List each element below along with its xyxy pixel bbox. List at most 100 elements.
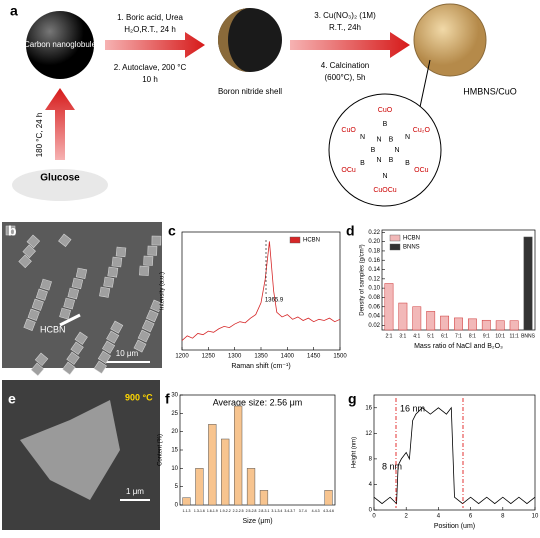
cu-group: OCu bbox=[414, 167, 429, 174]
glucose-label: Glucose bbox=[40, 173, 80, 184]
crystal bbox=[137, 329, 151, 343]
crystal bbox=[70, 341, 84, 355]
y-tick-label: 15 bbox=[171, 448, 178, 454]
bar bbox=[481, 319, 491, 331]
atom: N bbox=[405, 134, 410, 141]
x-tick-label: 4:1 bbox=[413, 333, 420, 339]
legend-swatch bbox=[289, 236, 301, 244]
x-tick-label: 5:1 bbox=[427, 333, 434, 339]
plot-frame bbox=[181, 231, 341, 351]
crystal bbox=[40, 278, 52, 291]
plot-frame bbox=[373, 394, 536, 511]
crystal bbox=[58, 233, 72, 247]
x-tick-label: 8:1 bbox=[469, 333, 476, 339]
annotation: 8 nm bbox=[382, 461, 402, 471]
crystal bbox=[59, 307, 71, 320]
x-tick-label: 1.9-2.2 bbox=[220, 509, 231, 513]
crystal bbox=[102, 340, 116, 354]
crystal bbox=[26, 234, 41, 249]
bar bbox=[398, 302, 408, 331]
crystal bbox=[115, 246, 127, 258]
atom: B bbox=[371, 147, 376, 154]
bar bbox=[324, 490, 333, 506]
crystal bbox=[71, 277, 84, 290]
y-tick-label: 4 bbox=[369, 482, 373, 488]
data-line bbox=[373, 406, 536, 505]
panel-letter: a bbox=[10, 3, 18, 19]
x-tick-label: 7:1 bbox=[455, 333, 462, 339]
y-tick-label: 0.06 bbox=[368, 304, 380, 310]
atom: B bbox=[389, 157, 394, 164]
x-axis-label: Size (μm) bbox=[242, 518, 272, 525]
atom: B bbox=[389, 136, 394, 143]
x-tick-label: 3.7-4 bbox=[299, 509, 307, 513]
cu-group: OCu bbox=[341, 167, 356, 174]
cu-group: Cu₂O bbox=[413, 127, 431, 134]
x-tick-label: 3.1-3.4 bbox=[271, 509, 282, 513]
x-tick-label: 1300 bbox=[228, 354, 242, 360]
y-axis-label: Content (%) bbox=[158, 434, 164, 466]
atom: B bbox=[383, 121, 388, 128]
crystal bbox=[151, 235, 162, 246]
bar bbox=[467, 318, 477, 331]
atom: N bbox=[376, 157, 381, 164]
legend-label: HCBN bbox=[403, 236, 420, 242]
y-axis-label: Height (nm) bbox=[352, 437, 358, 468]
x-tick-label: 4-4.3 bbox=[312, 509, 320, 513]
x-tick-label: 1.6-1.9 bbox=[207, 509, 218, 513]
legend-swatch bbox=[389, 243, 401, 251]
x-tick-label: 9:1 bbox=[483, 333, 490, 339]
x-tick-label: 0 bbox=[372, 514, 376, 520]
cu-group: CuO bbox=[378, 107, 393, 114]
bar bbox=[208, 424, 217, 506]
crystal bbox=[35, 288, 48, 301]
crystal bbox=[99, 286, 111, 298]
x-axis-label: Raman shift (cm⁻¹) bbox=[231, 363, 290, 370]
crystal bbox=[5, 225, 16, 236]
x-tick-label: 2.8-3.1 bbox=[259, 509, 270, 513]
arrow bbox=[45, 88, 75, 160]
x-tick-label: 1-1.3 bbox=[182, 509, 190, 513]
y-tick-label: 0.18 bbox=[368, 249, 380, 255]
x-tick-label: 1200 bbox=[175, 354, 189, 360]
image-label: HCBN bbox=[40, 324, 66, 334]
crystal bbox=[63, 297, 75, 310]
crystal bbox=[18, 254, 32, 269]
atom: B bbox=[405, 160, 410, 167]
y-axis-label: Density of samples (g/cm³) bbox=[360, 244, 366, 315]
crystal bbox=[34, 352, 49, 367]
chart-title: Average size: 2.56 μm bbox=[213, 397, 303, 407]
bar bbox=[426, 311, 436, 331]
x-tick-label: BNNS bbox=[521, 333, 536, 339]
y-tick-label: 0.16 bbox=[368, 258, 380, 264]
x-tick-label: 1400 bbox=[281, 354, 295, 360]
panel-letter: g bbox=[348, 391, 357, 407]
cu-group: CuO bbox=[341, 127, 356, 134]
pointer bbox=[59, 313, 81, 327]
shell-label: Boron nitride shell bbox=[218, 87, 282, 96]
step: 3. Cu(NO₃)₂ (1M) bbox=[314, 11, 376, 20]
crystal bbox=[30, 362, 45, 377]
crystal bbox=[146, 309, 159, 323]
panel-letter: d bbox=[346, 223, 355, 239]
x-tick-label: 4.3-4.6 bbox=[323, 509, 334, 513]
step: (600°C), 5h bbox=[325, 73, 366, 82]
y-tick-label: 25 bbox=[171, 411, 178, 417]
y-tick-label: 0.04 bbox=[368, 314, 380, 320]
annotation: 16 nm bbox=[400, 403, 425, 413]
step: 10 h bbox=[142, 75, 158, 84]
legend-label: HCBN bbox=[303, 238, 320, 244]
y-tick-label: 0 bbox=[369, 508, 373, 514]
scale-label: 1 μm bbox=[126, 487, 144, 496]
panel-letter: b bbox=[8, 223, 17, 239]
bar bbox=[246, 468, 256, 506]
x-tick-label: 6 bbox=[469, 514, 473, 520]
y-tick-label: 8 bbox=[369, 456, 373, 462]
crystal bbox=[110, 320, 124, 334]
shell-half bbox=[218, 8, 250, 72]
atom: B bbox=[360, 160, 365, 167]
crystal bbox=[107, 266, 119, 278]
bar bbox=[412, 306, 422, 331]
step: H₂O,R.T., 24 h bbox=[124, 25, 176, 34]
